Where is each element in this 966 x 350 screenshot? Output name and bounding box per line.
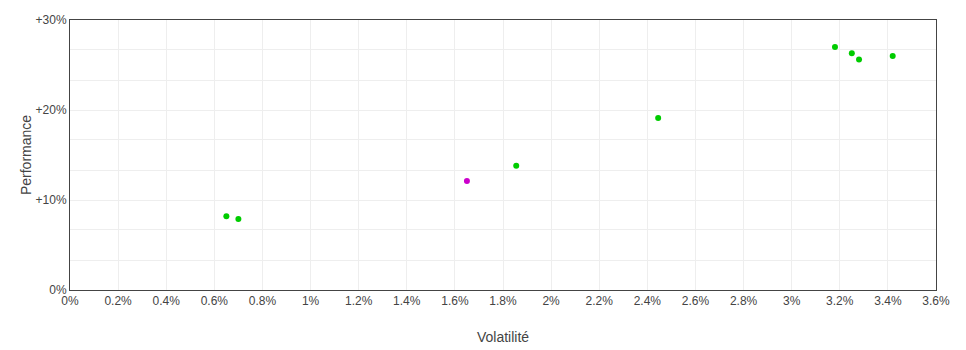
svg-text:2%: 2% [542, 294, 560, 308]
svg-text:2.6%: 2.6% [682, 294, 710, 308]
svg-text:1.6%: 1.6% [441, 294, 469, 308]
svg-text:3.4%: 3.4% [874, 294, 902, 308]
svg-text:0%: 0% [49, 283, 67, 297]
svg-text:0.2%: 0.2% [104, 294, 132, 308]
svg-text:Volatilité: Volatilité [477, 329, 529, 345]
svg-text:2.4%: 2.4% [634, 294, 662, 308]
svg-text:3%: 3% [783, 294, 801, 308]
svg-text:3.6%: 3.6% [922, 294, 950, 308]
svg-text:+30%: +30% [36, 13, 67, 27]
svg-text:1.4%: 1.4% [393, 294, 421, 308]
svg-text:0.6%: 0.6% [201, 294, 229, 308]
svg-text:2.8%: 2.8% [730, 294, 758, 308]
svg-text:0.8%: 0.8% [249, 294, 277, 308]
svg-text:+10%: +10% [36, 193, 67, 207]
svg-text:2.2%: 2.2% [586, 294, 614, 308]
svg-text:+20%: +20% [36, 103, 67, 117]
svg-text:1.2%: 1.2% [345, 294, 373, 308]
svg-text:0%: 0% [61, 294, 79, 308]
svg-text:1%: 1% [302, 294, 320, 308]
svg-text:0.4%: 0.4% [153, 294, 181, 308]
svg-text:Performance: Performance [18, 115, 34, 195]
svg-text:1.8%: 1.8% [489, 294, 517, 308]
svg-text:3.2%: 3.2% [826, 294, 854, 308]
